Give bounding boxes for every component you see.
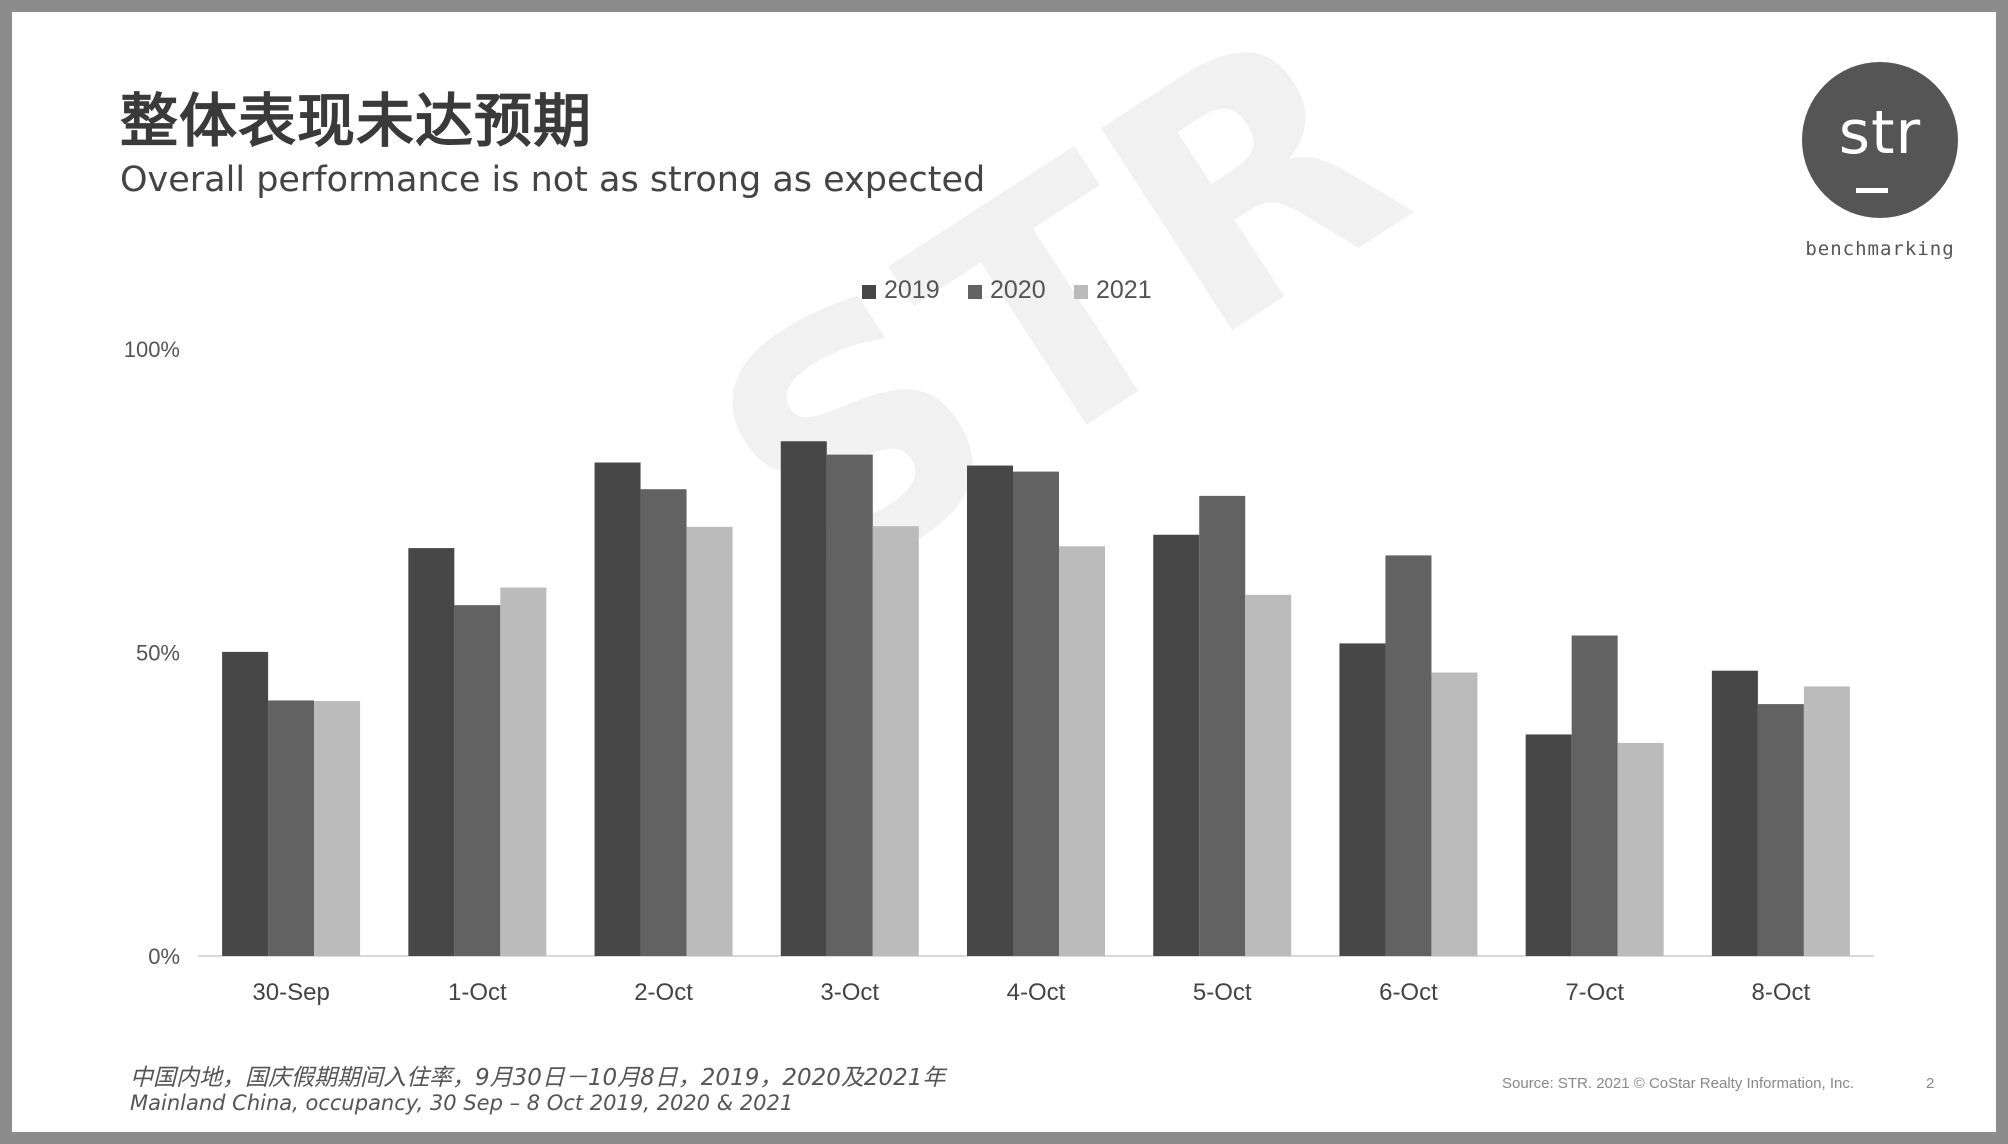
bar-2021-6-Oct [1431, 672, 1478, 956]
legend-swatch-2021 [1074, 285, 1088, 299]
legend-label: 2020 [990, 276, 1046, 304]
bar-2020-2-Oct [640, 489, 687, 956]
y-tick-label: 0% [148, 944, 180, 969]
x-tick-label: 6-Oct [1379, 979, 1438, 1006]
bar-2019-3-Oct [780, 441, 827, 956]
page-number: 2 [1926, 1075, 1935, 1092]
bar-2020-7-Oct [1571, 635, 1618, 956]
bar-2019-2-Oct [594, 462, 641, 956]
bar-2021-8-Oct [1803, 686, 1850, 956]
logo-underline [1856, 188, 1888, 193]
bar-2019-1-Oct [408, 548, 455, 956]
bar-2020-30-Sep [268, 700, 315, 956]
logo-subtext: benchmarking [1805, 238, 1955, 260]
bar-2019-4-Oct [967, 465, 1013, 956]
bar-2021-1-Oct [500, 587, 547, 956]
bar-2020-6-Oct [1385, 555, 1432, 956]
y-tick-label: 50% [136, 641, 180, 666]
slide-title-english: Overall performance is not as strong as … [120, 160, 986, 200]
bar-2019-5-Oct [1153, 534, 1200, 956]
source-note: Source: STR. 2021 © CoStar Realty Inform… [1502, 1075, 1855, 1092]
x-tick-label: 5-Oct [1193, 979, 1252, 1006]
bar-2021-30-Sep [314, 701, 361, 956]
occupancy-bar-chart: 0% 50% 100% 30-Sep 1-Oct 2-Oct 3-Oct 4-Oct 5-Oct… [124, 276, 1874, 1006]
bar-2019-8-Oct [1711, 670, 1758, 956]
bar-2021-2-Oct [686, 526, 733, 956]
legend-label: 2021 [1096, 276, 1152, 304]
legend-label: 2019 [884, 276, 940, 304]
bar-2019-30-Sep [222, 651, 269, 956]
bar-2021-4-Oct [1059, 546, 1105, 956]
x-tick-label: 8-Oct [1752, 979, 1811, 1006]
x-tick-label: 30-Sep [252, 979, 329, 1006]
footnote-chinese: 中国内地，国庆假期期间入住率，9月30日－10月8日，2019，2020及202… [130, 1065, 946, 1091]
legend-swatch-2019 [862, 285, 876, 299]
slide-title-chinese: 整体表现未达预期 [120, 87, 593, 155]
legend-swatch-2020 [968, 285, 982, 299]
x-tick-label: 3-Oct [820, 979, 879, 1006]
bar-2020-4-Oct [1013, 471, 1059, 956]
x-tick-label: 2-Oct [634, 979, 693, 1006]
x-tick-label: 4-Oct [1007, 979, 1066, 1006]
bar-2019-6-Oct [1339, 643, 1386, 956]
x-tick-label: 7-Oct [1565, 979, 1624, 1006]
bar-2020-1-Oct [454, 605, 501, 956]
bar-2020-8-Oct [1757, 704, 1804, 956]
bar-2021-3-Oct [872, 526, 919, 956]
footnote-english: Mainland China, occupancy, 30 Sep – 8 Oc… [130, 1091, 794, 1115]
bar-2020-3-Oct [826, 454, 873, 956]
bar-2020-5-Oct [1199, 495, 1246, 956]
bar-2019-7-Oct [1525, 734, 1572, 956]
bar-2021-5-Oct [1245, 594, 1292, 956]
str-logo: str benchmarking [1790, 62, 1970, 272]
bar-2021-7-Oct [1617, 742, 1664, 956]
y-tick-label: 100% [124, 337, 180, 362]
logo-text: str [1838, 98, 1922, 168]
x-tick-label: 1-Oct [448, 979, 507, 1006]
